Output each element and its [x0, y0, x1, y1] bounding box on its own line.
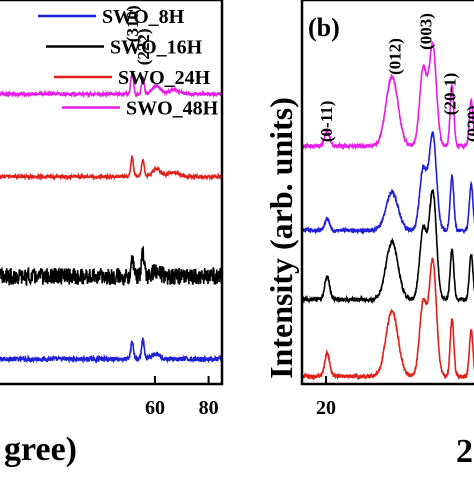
legend-label-swo-24h: SWO_24H — [118, 67, 211, 89]
panel-b-series-swo-24h — [301, 257, 474, 382]
panel-a-x-tick-label: 80 — [199, 397, 219, 419]
panel-a-x-tick-label: 60 — [145, 397, 165, 419]
panel-a-series-swo-48h — [0, 69, 223, 99]
panel-a-series-swo-8h — [0, 337, 223, 364]
panel-b-peak-labels: (0-11) (012) (003) (20-1)(020) — [317, 13, 474, 142]
panel-a-traces — [0, 69, 223, 364]
panel-b-frame — [300, 0, 474, 386]
panel-a-peak-label: (222) — [134, 28, 153, 65]
panel-b-peak-label: (020) — [463, 105, 474, 142]
panel-a-legend: SWO_8H SWO_16H SWO_24H SWO_48H — [38, 6, 219, 120]
panel-b-peak-label: (0-11) — [317, 101, 336, 143]
panel-b-peak-label: (003) — [417, 13, 436, 50]
panel-b-series-swo-8h — [301, 131, 474, 235]
panel-b-traces — [301, 40, 474, 382]
legend-label-swo-16h: SWO_16H — [110, 37, 203, 59]
panel-b-x-tick-label: 20 — [316, 397, 336, 419]
panel-b-series-swo-16h — [301, 189, 474, 305]
panel-a-frame — [0, 0, 224, 386]
panel-b-label: (b) — [308, 13, 340, 42]
panel-a-series-swo-16h — [0, 246, 223, 287]
panel-b-series-swo-48h — [301, 40, 474, 151]
legend-label-swo-8h: SWO_8H — [102, 6, 185, 28]
panel-b-y-axis-label: Intensity (arb. units) — [263, 97, 299, 379]
panel-a-peak-labels: (310)(222) — [123, 5, 153, 65]
panel-b-peak-label: (012) — [385, 38, 404, 75]
panel-b-ticks: 20 — [316, 376, 336, 419]
panel-a-series-swo-24h — [0, 154, 223, 182]
panel-a-ticks: 60 80 — [145, 376, 219, 419]
panel-b-x-axis-label: 2 — [456, 433, 473, 470]
panel-b: 20 (0-11) (012) (003) (20-1)(020) (b) Inten… — [263, 0, 474, 470]
panel-a-peak-label: (310) — [123, 5, 142, 42]
panel-a: 60 80 SWO_8H SWO_16H SWO_24H SWO_48H (310)(2… — [0, 0, 224, 468]
panel-a-x-axis-label: gree) — [4, 431, 77, 468]
legend-label-swo-48h: SWO_48H — [126, 98, 219, 120]
panel-b-peak-label: (20-1) — [441, 73, 460, 115]
